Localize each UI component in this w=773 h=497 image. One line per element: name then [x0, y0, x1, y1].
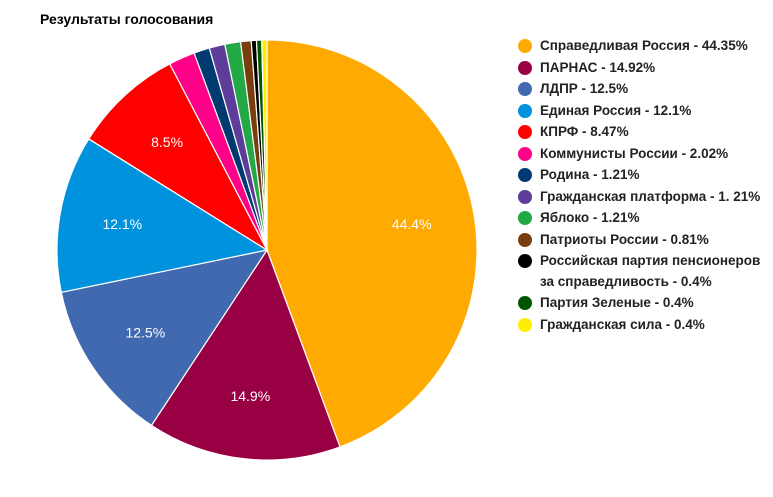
- legend-swatch-4: [518, 125, 532, 139]
- slice-label-4: 8.5%: [151, 134, 183, 150]
- legend-item-5: Коммунисты России - 2.02%: [514, 144, 766, 165]
- legend-swatch-0: [518, 39, 532, 53]
- pie-slice-1: [150, 248, 341, 461]
- pie-slice-2: [60, 249, 269, 427]
- slice-label-2: 12.5%: [125, 324, 165, 340]
- legend-swatch-6: [518, 168, 532, 182]
- legend-label-7: Гражданская платформа - 1. 21%: [540, 188, 761, 204]
- legend-label-10: Российская партия пенсионеров за справед…: [540, 253, 761, 289]
- legend-item-12: Гражданская сила - 0.4%: [514, 315, 766, 336]
- legend-swatch-12: [518, 317, 532, 332]
- legend-item-0: Справедливая Россия - 44.35%: [514, 36, 766, 57]
- legend-label-2: ЛДПР - 12.5%: [540, 81, 629, 96]
- legend-item-6: Родина - 1.21%: [514, 165, 766, 186]
- legend-label-12: Гражданская сила - 0.4%: [540, 316, 705, 332]
- legend-item-8: Яблоко - 1.21%: [514, 208, 766, 229]
- legend-label-9: Патриоты России - 0.81%: [540, 231, 709, 247]
- legend-item-9: Патриоты России - 0.81%: [514, 230, 766, 251]
- pie-slice-3: [56, 138, 269, 294]
- legend-swatch-5: [518, 146, 532, 161]
- chart-legend: Справедливая Россия - 44.35% ПАРНАС - 14.…: [514, 36, 766, 336]
- pie-slice-4: [87, 63, 269, 252]
- legend-item-7: Гражданская платформа - 1. 21%: [514, 187, 766, 208]
- legend-label-5: Коммунисты России - 2.02%: [540, 145, 729, 161]
- legend-label-4: КПРФ - 8.47%: [540, 124, 629, 139]
- legend-swatch-1: [518, 60, 532, 75]
- legend-swatch-8: [518, 211, 532, 225]
- slice-label-0: 44.4%: [392, 216, 432, 232]
- legend-label-6: Родина - 1.21%: [540, 167, 640, 182]
- legend-label-8: Яблоко - 1.21%: [540, 210, 640, 225]
- pie-slice-12: [261, 39, 268, 251]
- legend-item-2: ЛДПР - 12.5%: [514, 79, 766, 100]
- legend-swatch-11: [518, 296, 532, 310]
- pie-slice-0: [266, 39, 478, 448]
- slice-label-3: 12.1%: [102, 216, 142, 232]
- legend-item-3: Единая Россия - 12.1%: [514, 101, 766, 122]
- legend-swatch-10: [518, 254, 532, 268]
- legend-label-11: Партия Зеленые - 0.4%: [540, 295, 694, 310]
- slice-label-1: 14.9%: [230, 388, 270, 404]
- legend-item-4: КПРФ - 8.47%: [514, 122, 766, 143]
- legend-swatch-9: [518, 232, 532, 247]
- legend-swatch-3: [518, 103, 532, 118]
- legend-label-0: Справедливая Россия - 44.35%: [540, 38, 748, 53]
- legend-swatch-7: [518, 189, 532, 204]
- legend-item-1: ПАРНАС - 14.92%: [514, 58, 766, 79]
- legend-label-3: Единая Россия - 12.1%: [540, 102, 692, 118]
- legend-label-1: ПАРНАС - 14.92%: [540, 59, 656, 75]
- legend-swatch-2: [518, 82, 532, 96]
- chart-title: Результаты голосования: [40, 11, 214, 27]
- legend-item-10: Российская партия пенсионеров за справед…: [514, 251, 766, 292]
- legend-item-11: Партия Зеленые - 0.4%: [514, 293, 766, 314]
